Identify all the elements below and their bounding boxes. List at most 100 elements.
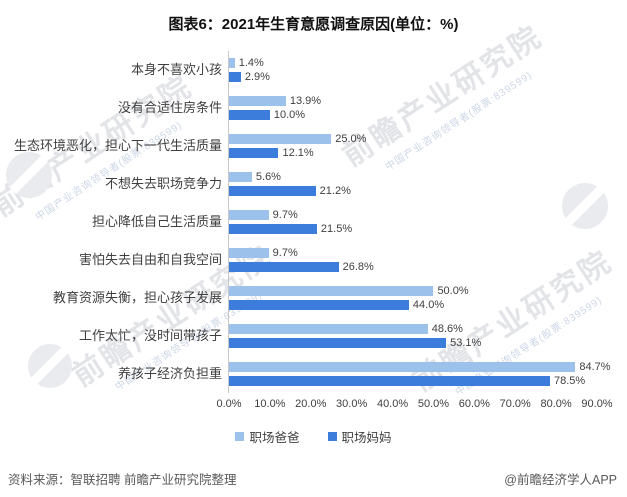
category-label: 生态环境恶化，担心下一代生活质量	[13, 137, 222, 153]
axis-spacer	[0, 397, 229, 413]
axis-tick-label: 60.0%	[458, 398, 490, 410]
value-label: 13.9%	[289, 95, 322, 107]
bar-group: 48.6% 53.1%	[228, 317, 627, 355]
source-note: 资料来源：智联招聘 前瞻产业研究院整理	[8, 473, 237, 487]
bar-line: 78.5%	[229, 375, 597, 387]
bar-line: 53.1%	[229, 337, 597, 349]
axis-tick-label: 50.0%	[417, 398, 450, 410]
bar-职场爸爸	[229, 210, 269, 220]
bar-line: 26.8%	[229, 261, 597, 273]
bar-line: 9.7%	[229, 247, 597, 259]
value-label: 5.6%	[255, 171, 281, 183]
chart-row: 没有合适住房条件 13.9% 10.0%	[0, 89, 627, 127]
value-label: 9.7%	[272, 247, 298, 259]
bar-group: 13.9% 10.0%	[228, 89, 627, 127]
value-label: 44.0%	[412, 299, 445, 311]
value-label: 78.5%	[553, 375, 586, 387]
legend-label: 职场爸爸	[249, 431, 300, 445]
bar-line: 9.7%	[229, 209, 597, 221]
bar-line: 1.4%	[229, 57, 597, 69]
chart-row: 生态环境恶化，担心下一代生活质量 25.0% 12.1%	[0, 127, 627, 165]
axis-tick-label: 70.0%	[499, 398, 531, 410]
category-label: 没有合适住房条件	[117, 99, 222, 115]
chart-row: 本身不喜欢小孩 1.4% 2.9%	[0, 51, 627, 89]
category-label: 工作太忙，没时间带孩子	[78, 327, 222, 343]
axis-tick-label: 30.0%	[336, 398, 368, 410]
bar-职场妈妈	[229, 262, 339, 272]
category-label: 教育资源失衡，担心孩子发展	[52, 289, 222, 305]
bar-line: 13.9%	[229, 95, 597, 107]
axis-tick-label: 90.0%	[581, 398, 613, 410]
bar-职场爸爸	[229, 58, 235, 68]
legend-item: 职场爸爸	[235, 427, 300, 446]
bar-职场爸爸	[229, 362, 576, 372]
chart-title: 图表6：2021年生育意愿调查原因(单位：%)	[168, 16, 459, 33]
bar-group: 50.0% 44.0%	[228, 279, 627, 317]
bar-line: 48.6%	[229, 323, 597, 335]
legend-item: 职场妈妈	[327, 427, 392, 446]
category-label: 养孩子经济负担重	[117, 365, 222, 381]
value-label: 26.8%	[342, 261, 374, 273]
value-label: 21.5%	[320, 223, 353, 235]
bar-line: 2.9%	[229, 71, 597, 83]
chart-row: 工作太忙，没时间带孩子 48.6% 53.1%	[0, 317, 627, 355]
bar-line: 12.1%	[229, 147, 597, 159]
bar-职场妈妈	[229, 110, 270, 120]
bar-line: 50.0%	[229, 285, 597, 297]
category-label: 本身不喜欢小孩	[130, 61, 222, 77]
bar-职场爸爸	[229, 96, 286, 106]
bar-职场妈妈	[229, 186, 316, 196]
value-label: 84.7%	[579, 361, 611, 373]
value-label: 10.0%	[273, 109, 306, 121]
bar-职场爸爸	[229, 134, 332, 144]
bar-职场妈妈	[229, 376, 550, 386]
bar-line: 10.0%	[229, 109, 597, 121]
axis-tick-label: 80.0%	[540, 398, 572, 410]
value-label: 2.9%	[244, 71, 270, 83]
category-label: 不想失去职场竞争力	[104, 175, 222, 191]
legend-swatch-icon	[235, 432, 245, 441]
axis-tick-label: 10.0%	[254, 398, 286, 410]
chart-row: 养孩子经济负担重 84.7% 78.5%	[0, 355, 627, 393]
bar-line: 44.0%	[229, 299, 597, 311]
value-label: 12.1%	[282, 147, 314, 159]
axis-tick-label: 20.0%	[295, 398, 327, 410]
bar-line: 21.2%	[229, 185, 597, 197]
bar-group: 84.7% 78.5%	[228, 355, 627, 393]
chart-row: 教育资源失衡，担心孩子发展 50.0% 44.0%	[0, 279, 627, 317]
bar-职场妈妈	[229, 338, 447, 348]
value-label: 25.0%	[335, 133, 367, 145]
legend-swatch-icon	[327, 432, 337, 441]
bar-职场爸爸	[229, 324, 428, 334]
axis-tick-label: 0.0%	[216, 398, 242, 410]
bar-line: 21.5%	[229, 223, 597, 235]
category-label: 担心降低自己生活质量	[91, 213, 222, 229]
bar-group: 9.7% 21.5%	[228, 203, 627, 241]
axis-tick-label: 40.0%	[376, 398, 409, 410]
bar-group: 9.7% 26.8%	[228, 241, 627, 279]
value-label: 48.6%	[431, 323, 463, 335]
bar-line: 84.7%	[229, 361, 611, 373]
credit-note: @前瞻经济学人APP	[504, 473, 617, 487]
bar-职场妈妈	[229, 224, 317, 234]
bar-group: 5.6% 21.2%	[228, 165, 627, 203]
legend: 职场爸爸 职场妈妈	[0, 427, 627, 446]
bar-group: 1.4% 2.9%	[228, 51, 627, 89]
bar-职场妈妈	[229, 72, 241, 82]
value-label: 1.4%	[238, 57, 264, 69]
bar-职场妈妈	[229, 300, 409, 310]
chart-row: 担心降低自己生活质量 9.7% 21.5%	[0, 203, 627, 241]
value-label: 50.0%	[437, 285, 469, 297]
value-label: 9.7%	[272, 209, 298, 221]
footer: 资料来源：智联招聘 前瞻产业研究院整理 @前瞻经济学人APP	[0, 469, 627, 488]
legend-label: 职场妈妈	[341, 431, 392, 445]
x-axis: 0.0% 10.0% 20.0% 30.0% 40.0% 50.0% 60.0% 70.0% 8…	[0, 397, 627, 413]
bar-line: 25.0%	[229, 133, 597, 145]
bar-职场妈妈	[229, 148, 279, 158]
value-label: 21.2%	[319, 185, 351, 197]
bar-chart: 本身不喜欢小孩 1.4% 2.9% 没有合适住房条件 13.9% 10.0% 生态环境恶化，…	[0, 51, 627, 393]
value-label: 53.1%	[450, 337, 482, 349]
chart-row: 害怕失去自由和自我空间 9.7% 26.8%	[0, 241, 627, 279]
chart-row: 不想失去职场竞争力 5.6% 21.2%	[0, 165, 627, 203]
